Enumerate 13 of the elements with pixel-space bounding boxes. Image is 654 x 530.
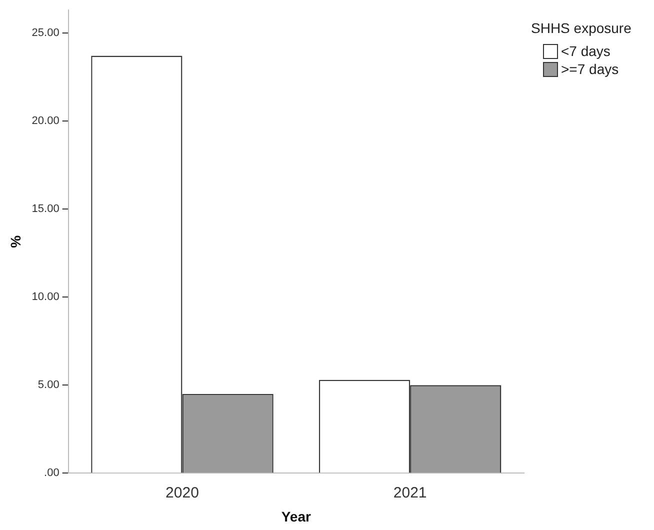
text: <7 days bbox=[561, 43, 610, 59]
x-axis-title: Year bbox=[281, 508, 312, 524]
y-tick-label: 10.00 bbox=[32, 291, 60, 304]
x-tick-label: 2021 bbox=[393, 484, 427, 502]
y-tick-label: .00 bbox=[44, 467, 60, 480]
y-tick-label: 20.00 bbox=[32, 114, 60, 127]
legend-label: >=7 days bbox=[561, 61, 619, 77]
y-tick-label: 5.00 bbox=[38, 379, 60, 392]
y-axis-title: % bbox=[7, 234, 24, 248]
y-tick-label: 15.00 bbox=[32, 203, 60, 216]
legend-title: SHHS exposure bbox=[531, 20, 632, 36]
x-tick-label: 2020 bbox=[166, 484, 199, 502]
y-tick-label: 25.00 bbox=[32, 26, 60, 39]
